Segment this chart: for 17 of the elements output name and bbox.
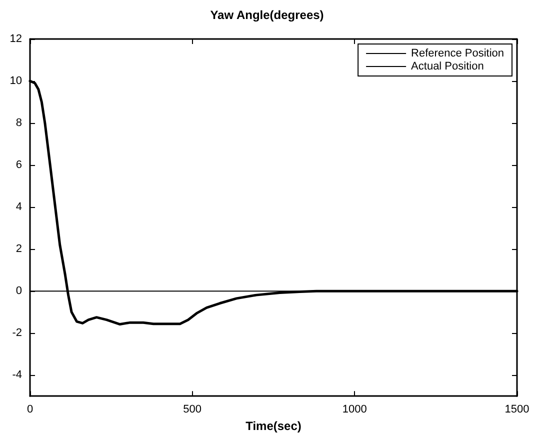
x-axis-title: Time(sec)	[246, 419, 302, 433]
chart-title: Yaw Angle(degrees)	[210, 8, 324, 22]
x-tick-label: 1500	[504, 404, 530, 416]
legend-label: Reference Position	[411, 48, 504, 60]
y-tick-label: 12	[10, 33, 22, 45]
y-tick-label: 6	[16, 159, 22, 172]
y-tick-label: 2	[16, 243, 22, 256]
x-tick-label: 0	[26, 404, 34, 416]
legend-label: Actual Position	[411, 60, 484, 72]
y-tick-label: 0	[16, 285, 22, 298]
y-tick-label: 8	[16, 117, 22, 130]
y-tick-label: 10	[10, 75, 22, 88]
y-tick-label: -4	[12, 369, 22, 382]
x-tick-label: 1000	[342, 404, 367, 416]
x-tick-label: 500	[183, 404, 202, 416]
y-tick-label: 4	[16, 201, 22, 214]
y-tick-label: -2	[12, 327, 22, 340]
